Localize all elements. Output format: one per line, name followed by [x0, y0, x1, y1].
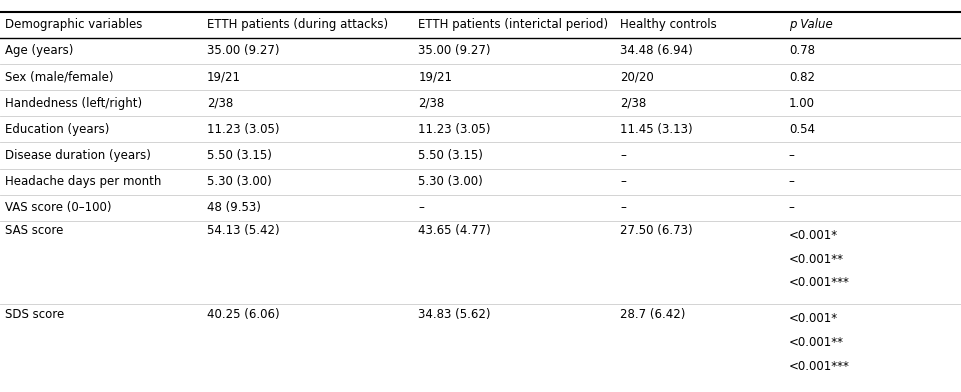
Text: –: –: [620, 149, 626, 162]
Text: Disease duration (years): Disease duration (years): [5, 149, 151, 162]
Text: –: –: [788, 175, 794, 188]
Text: 35.00 (9.27): 35.00 (9.27): [418, 44, 490, 58]
Text: 11.23 (3.05): 11.23 (3.05): [207, 123, 279, 136]
Text: SDS score: SDS score: [5, 308, 64, 321]
Text: 5.30 (3.00): 5.30 (3.00): [418, 175, 482, 188]
Text: 54.13 (5.42): 54.13 (5.42): [207, 224, 279, 238]
Text: 1.00: 1.00: [788, 97, 814, 110]
Text: 34.83 (5.62): 34.83 (5.62): [418, 308, 490, 321]
Text: ETTH patients (during attacks): ETTH patients (during attacks): [207, 18, 387, 31]
Text: p Value: p Value: [788, 18, 831, 31]
Text: 0.82: 0.82: [788, 71, 814, 83]
Text: 48 (9.53): 48 (9.53): [207, 201, 260, 214]
Text: 2/38: 2/38: [418, 97, 444, 110]
Text: SAS score: SAS score: [5, 224, 63, 238]
Text: –: –: [788, 201, 794, 214]
Text: 19/21: 19/21: [207, 71, 240, 83]
Text: <0.001*: <0.001*: [788, 229, 837, 241]
Text: –: –: [788, 149, 794, 162]
Text: 2/38: 2/38: [207, 97, 233, 110]
Text: VAS score (0–100): VAS score (0–100): [5, 201, 111, 214]
Text: 2/38: 2/38: [620, 97, 646, 110]
Text: Education (years): Education (years): [5, 123, 109, 136]
Text: Headache days per month: Headache days per month: [5, 175, 161, 188]
Text: Handedness (left/right): Handedness (left/right): [5, 97, 142, 110]
Text: <0.001**: <0.001**: [788, 252, 843, 265]
Text: Sex (male/female): Sex (male/female): [5, 71, 113, 83]
Text: 5.30 (3.00): 5.30 (3.00): [207, 175, 271, 188]
Text: 0.78: 0.78: [788, 44, 814, 58]
Text: –: –: [620, 201, 626, 214]
Text: Healthy controls: Healthy controls: [620, 18, 717, 31]
Text: <0.001***: <0.001***: [788, 360, 849, 373]
Text: Age (years): Age (years): [5, 44, 73, 58]
Text: 20/20: 20/20: [620, 71, 653, 83]
Text: 35.00 (9.27): 35.00 (9.27): [207, 44, 279, 58]
Text: 27.50 (6.73): 27.50 (6.73): [620, 224, 692, 238]
Text: <0.001***: <0.001***: [788, 276, 849, 289]
Text: –: –: [418, 201, 424, 214]
Text: <0.001**: <0.001**: [788, 336, 843, 349]
Text: –: –: [620, 175, 626, 188]
Text: 40.25 (6.06): 40.25 (6.06): [207, 308, 279, 321]
Text: 0.54: 0.54: [788, 123, 814, 136]
Text: 43.65 (4.77): 43.65 (4.77): [418, 224, 491, 238]
Text: Demographic variables: Demographic variables: [5, 18, 142, 31]
Text: <0.001*: <0.001*: [788, 312, 837, 325]
Text: 34.48 (6.94): 34.48 (6.94): [620, 44, 693, 58]
Text: 5.50 (3.15): 5.50 (3.15): [207, 149, 271, 162]
Text: 11.45 (3.13): 11.45 (3.13): [620, 123, 692, 136]
Text: 28.7 (6.42): 28.7 (6.42): [620, 308, 685, 321]
Text: 11.23 (3.05): 11.23 (3.05): [418, 123, 490, 136]
Text: ETTH patients (interictal period): ETTH patients (interictal period): [418, 18, 608, 31]
Text: 5.50 (3.15): 5.50 (3.15): [418, 149, 482, 162]
Text: 19/21: 19/21: [418, 71, 452, 83]
